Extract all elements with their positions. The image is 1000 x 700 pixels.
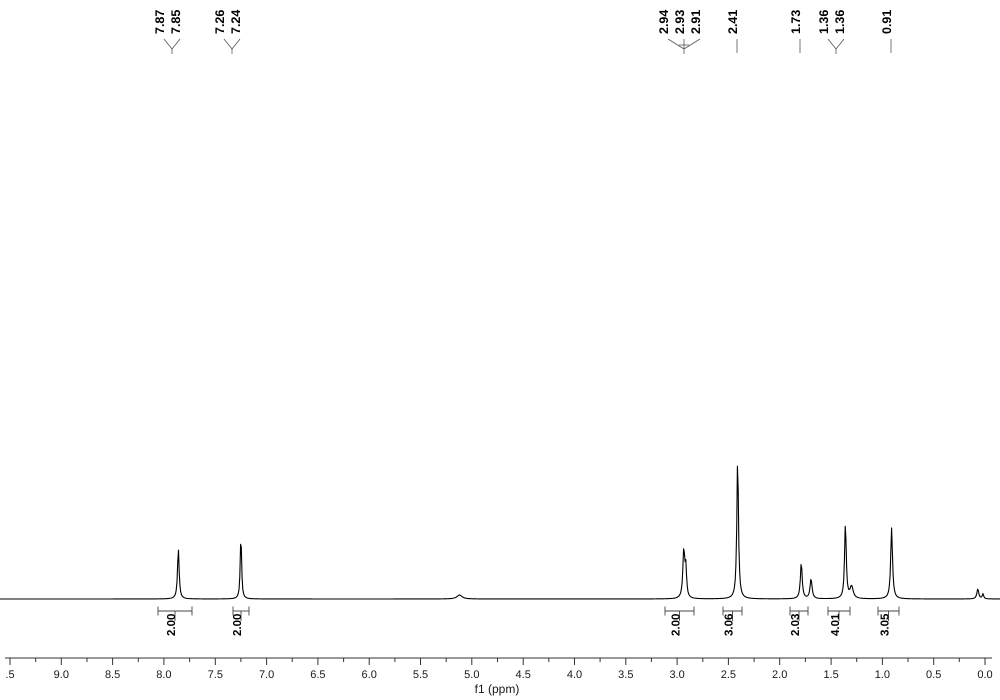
svg-text:3.05: 3.05	[880, 613, 892, 636]
svg-text:3.06: 3.06	[724, 614, 736, 636]
svg-text:7.24: 7.24	[229, 10, 243, 34]
svg-text:1.36: 1.36	[817, 10, 831, 34]
svg-text:2.93: 2.93	[673, 10, 687, 34]
svg-text:7.0: 7.0	[259, 669, 274, 681]
svg-text:2.41: 2.41	[726, 10, 740, 34]
svg-text:4.01: 4.01	[830, 613, 842, 636]
svg-text:1.73: 1.73	[789, 10, 803, 34]
svg-text:2.94: 2.94	[657, 10, 671, 34]
svg-text:1.5: 1.5	[823, 669, 838, 681]
svg-text:1.0: 1.0	[875, 669, 890, 681]
svg-text:.5: .5	[5, 669, 14, 681]
svg-text:2.0: 2.0	[772, 669, 787, 681]
svg-text:0.5: 0.5	[926, 669, 941, 681]
svg-text:2.00: 2.00	[671, 614, 683, 636]
svg-text:3.5: 3.5	[618, 669, 633, 681]
svg-text:7.85: 7.85	[169, 10, 183, 34]
svg-text:2.03: 2.03	[790, 614, 802, 636]
svg-text:2.00: 2.00	[166, 614, 178, 636]
svg-text:0.91: 0.91	[880, 10, 894, 34]
svg-text:4.5: 4.5	[516, 669, 531, 681]
svg-text:1.36: 1.36	[833, 10, 847, 34]
svg-text:4.0: 4.0	[567, 669, 582, 681]
svg-text:2.91: 2.91	[689, 10, 703, 34]
svg-text:8.0: 8.0	[156, 669, 171, 681]
svg-text:2.5: 2.5	[721, 669, 736, 681]
svg-text:7.26: 7.26	[213, 10, 227, 34]
svg-text:0.0: 0.0	[977, 669, 992, 681]
svg-text:5.5: 5.5	[413, 669, 428, 681]
svg-text:6.0: 6.0	[362, 669, 377, 681]
svg-text:5.0: 5.0	[464, 669, 479, 681]
svg-text:9.0: 9.0	[54, 669, 69, 681]
svg-text:6.5: 6.5	[310, 669, 325, 681]
svg-text:7.87: 7.87	[153, 10, 167, 34]
svg-text:7.5: 7.5	[208, 669, 223, 681]
svg-text:3.0: 3.0	[669, 669, 684, 681]
svg-text:f1 (ppm): f1 (ppm)	[475, 682, 520, 696]
svg-text:8.5: 8.5	[105, 669, 120, 681]
svg-text:2.00: 2.00	[232, 614, 244, 636]
